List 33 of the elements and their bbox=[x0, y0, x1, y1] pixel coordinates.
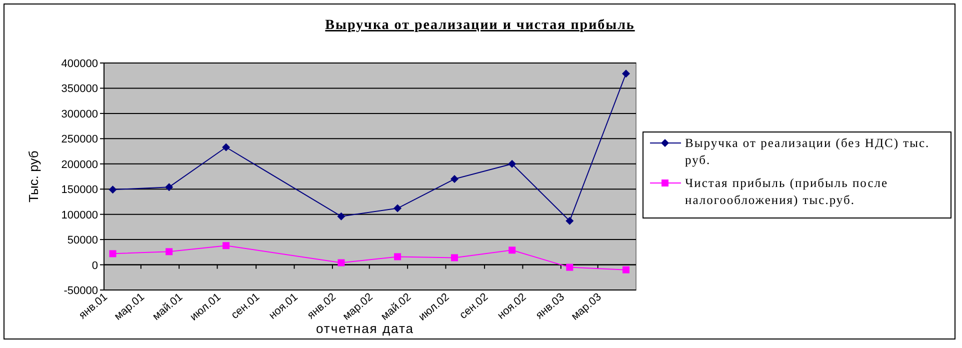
y-tick-label: 0 bbox=[92, 260, 98, 272]
y-tick-label: 100000 bbox=[61, 209, 98, 222]
legend-label: Чистая прибыль (прибыль после налогообложения) тыс.руб. bbox=[685, 176, 888, 207]
point bbox=[166, 248, 173, 256]
point bbox=[338, 259, 345, 266]
point bbox=[622, 70, 630, 78]
y-tick-label: 150000 bbox=[61, 184, 98, 196]
x-axis-title: отчетная дата bbox=[316, 321, 414, 336]
point bbox=[394, 253, 402, 260]
point bbox=[109, 250, 116, 258]
point bbox=[450, 175, 458, 184]
point bbox=[222, 143, 230, 152]
chart-title: Выручка от реализации и чистая прибыль bbox=[325, 18, 635, 33]
y-tick-label: 50000 bbox=[67, 234, 98, 247]
point bbox=[508, 160, 516, 168]
point bbox=[508, 246, 516, 254]
y-tick-label: 350000 bbox=[61, 83, 98, 96]
point bbox=[450, 254, 458, 262]
y-tick-label: 400000 bbox=[61, 58, 98, 70]
point bbox=[222, 242, 230, 250]
legend-label: Выручка от реализации (без НДС) тыс. руб. bbox=[685, 136, 930, 167]
y-tick-label: -50000 bbox=[64, 285, 98, 297]
y-tick-label: 300000 bbox=[61, 108, 98, 120]
y-tick-label: 200000 bbox=[61, 158, 98, 171]
point bbox=[622, 266, 630, 274]
point bbox=[394, 204, 402, 212]
y-tick-label: 250000 bbox=[61, 134, 98, 146]
point bbox=[108, 186, 117, 194]
point bbox=[566, 264, 574, 271]
point bbox=[337, 212, 346, 220]
point bbox=[566, 216, 574, 225]
y-axis-title: Тыс. руб bbox=[26, 150, 41, 202]
point bbox=[165, 183, 174, 192]
